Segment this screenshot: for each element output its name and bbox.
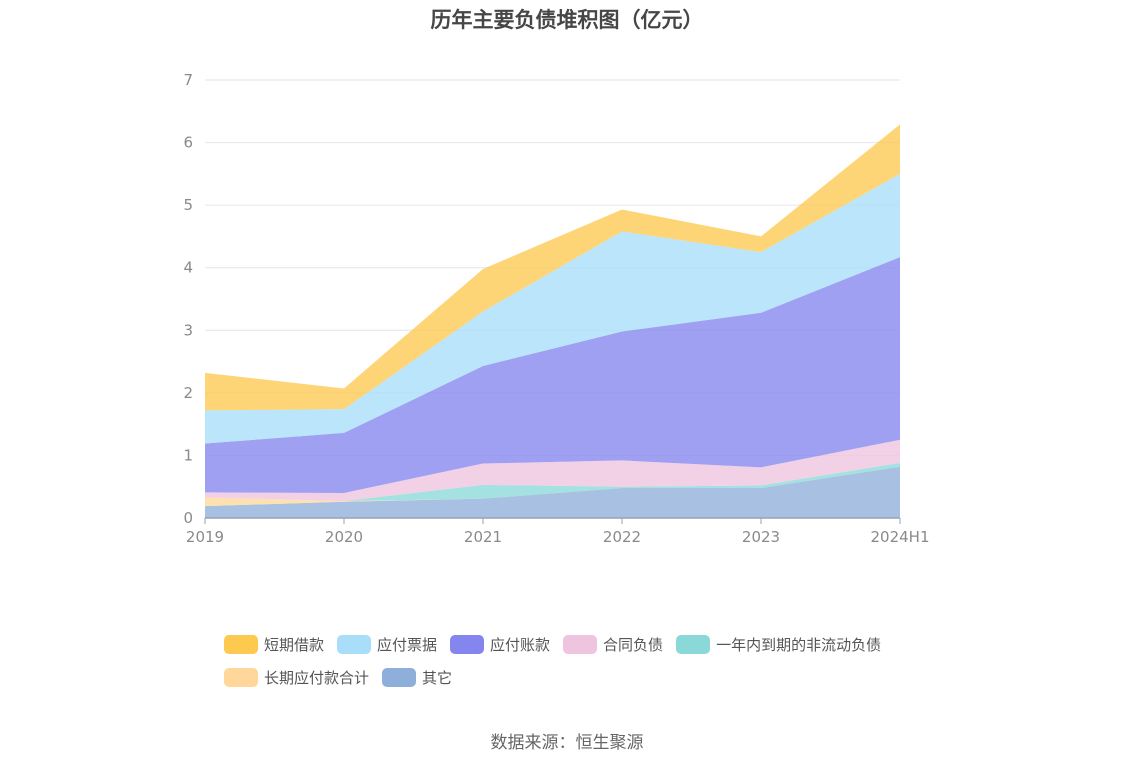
- area-series-0: [205, 466, 900, 518]
- legend-item[interactable]: 其它: [382, 667, 452, 688]
- legend-swatch: [224, 634, 258, 654]
- legend-item[interactable]: 短期借款: [224, 634, 324, 655]
- legend-swatch: [337, 634, 372, 654]
- legend-swatch: [450, 634, 485, 654]
- legend-label: 一年内到期的非流动负债: [716, 635, 882, 654]
- legend-label: 应付账款: [490, 635, 551, 654]
- legend-label: 合同负债: [603, 635, 664, 654]
- y-tick-label: 0: [183, 509, 193, 527]
- chart-title: 历年主要负债堆积图（亿元）: [430, 8, 704, 32]
- y-tick-label: 2: [183, 384, 193, 402]
- area-series-1: [205, 466, 900, 507]
- source-note: 数据来源：恒生聚源: [490, 733, 644, 753]
- legend: 短期借款 应付票据 应付账款 合同负债 一年内到期的非流动负债长期应付款合计 其它: [224, 630, 944, 696]
- legend-label: 长期应付款合计: [264, 668, 370, 687]
- x-tick-label: 2021: [464, 528, 502, 546]
- axes: [204, 517, 901, 524]
- legend-swatch: [563, 634, 598, 654]
- y-tick-label: 7: [183, 71, 193, 89]
- area-series: [205, 124, 900, 518]
- area-series-6: [205, 124, 900, 411]
- legend-swatch: [382, 667, 417, 687]
- x-tick-label: 2024H1: [871, 528, 930, 546]
- y-axis-tick-labels: 0 1 2 3 4 5 6 7: [183, 71, 193, 527]
- area-series-5: [205, 173, 900, 444]
- legend-label: 短期借款: [264, 635, 325, 654]
- legend-item[interactable]: 合同负债: [563, 634, 663, 655]
- area-series-3: [205, 439, 900, 502]
- x-tick-label: 2019: [186, 528, 224, 546]
- legend-label: 应付票据: [377, 635, 438, 654]
- legend-row: 短期借款 应付票据 应付账款 合同负债 一年内到期的非流动负债: [224, 630, 944, 658]
- legend-item[interactable]: 应付票据: [337, 634, 437, 655]
- legend-item[interactable]: 一年内到期的非流动负债: [676, 634, 881, 655]
- x-tick-label: 2022: [603, 528, 641, 546]
- legend-swatch: [676, 634, 711, 654]
- x-tick-label: 2020: [325, 528, 363, 546]
- x-tick-label: 2023: [742, 528, 780, 546]
- x-axis-tick-labels: 2019 2020 2021 2022 2023 2024H1: [186, 528, 930, 546]
- legend-item[interactable]: 应付账款: [450, 634, 550, 655]
- legend-label: 其它: [422, 668, 453, 687]
- y-tick-label: 1: [183, 446, 193, 464]
- y-tick-label: 5: [183, 196, 193, 214]
- legend-row: 长期应付款合计 其它: [224, 663, 944, 691]
- y-tick-label: 4: [183, 259, 193, 277]
- legend-swatch: [224, 667, 258, 687]
- y-tick-label: 6: [183, 134, 193, 152]
- area-series-4: [205, 257, 900, 493]
- y-tick-label: 3: [183, 321, 193, 339]
- legend-item[interactable]: 长期应付款合计: [224, 667, 369, 688]
